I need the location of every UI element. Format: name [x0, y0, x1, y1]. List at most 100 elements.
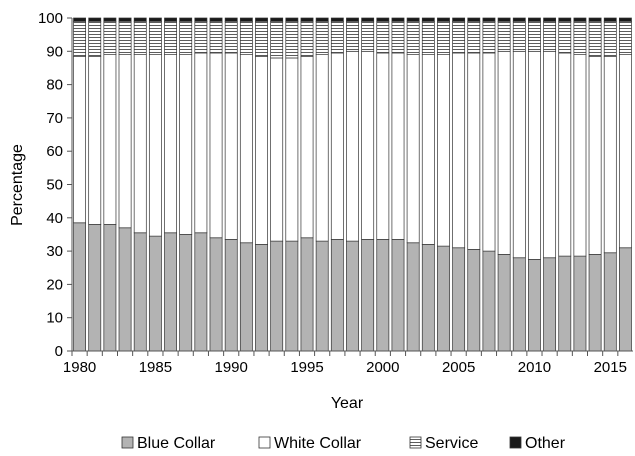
bar-service-2002 — [406, 20, 420, 55]
bar-blue-collar-1981 — [88, 224, 102, 352]
bar-service-1992 — [255, 20, 268, 57]
x-tick-label-2015: 2015 — [594, 359, 627, 376]
bar-other-2014 — [588, 17, 602, 22]
bar-service-1985 — [148, 20, 162, 55]
bar-other-1987 — [179, 17, 193, 22]
bar-blue-collar-2015 — [603, 252, 617, 352]
bar-blue-collar-2011 — [543, 257, 557, 352]
bar-other-1993 — [270, 17, 284, 22]
y-tick-label-10: 10 — [46, 310, 63, 327]
bar-white-collar-2011 — [543, 50, 557, 259]
bar-other-1984 — [133, 17, 147, 22]
bar-white-collar-2014 — [588, 55, 602, 255]
bar-other-2002 — [406, 17, 420, 22]
bar-blue-collar-2006 — [467, 249, 481, 352]
bar-other-1994 — [285, 17, 299, 22]
y-tick-label-100: 100 — [38, 10, 63, 27]
bar-white-collar-1985 — [148, 54, 162, 237]
bar-white-collar-1994 — [285, 57, 299, 242]
bar-blue-collar-1993 — [270, 240, 284, 352]
bar-white-collar-2008 — [497, 50, 511, 255]
x-tick-label-2000: 2000 — [366, 359, 399, 376]
bar-white-collar-1999 — [361, 50, 375, 240]
bar-other-2016 — [618, 17, 632, 22]
bar-other-1998 — [346, 17, 359, 22]
bar-blue-collar-2004 — [437, 245, 450, 352]
bar-other-1981 — [88, 17, 102, 22]
bar-other-1996 — [315, 17, 329, 22]
bar-blue-collar-1998 — [346, 240, 359, 352]
bar-blue-collar-2014 — [588, 254, 602, 352]
bar-white-collar-2003 — [421, 54, 435, 245]
axes-layer: 0 10 20 30 40 50 60 70 80 90 100 1980 1985 1990 1995 20… — [38, 10, 633, 376]
bar-other-2015 — [603, 17, 617, 22]
bar-blue-collar-1991 — [239, 242, 253, 352]
x-axis-title: Year — [331, 395, 364, 412]
bar-blue-collar-1982 — [103, 224, 117, 352]
bar-other-1983 — [118, 17, 132, 22]
legend-label-white-collar: White Collar — [274, 435, 362, 452]
bar-other-2006 — [467, 17, 481, 22]
bar-other-1985 — [148, 17, 162, 22]
bar-white-collar-1983 — [118, 54, 132, 229]
bar-blue-collar-2001 — [391, 239, 405, 352]
bar-white-collar-1982 — [103, 54, 117, 225]
bar-other-2001 — [391, 17, 405, 22]
bar-white-collar-1993 — [270, 57, 284, 242]
bar-other-2000 — [376, 17, 390, 22]
bar-other-2013 — [573, 17, 587, 22]
bar-white-collar-2013 — [573, 54, 587, 257]
bar-service-1991 — [239, 20, 253, 55]
bar-white-collar-2005 — [452, 52, 466, 249]
bar-white-collar-2006 — [467, 52, 481, 250]
bar-blue-collar-1990 — [224, 239, 238, 352]
bar-service-1994 — [285, 20, 299, 59]
bar-service-2014 — [588, 20, 602, 57]
bar-blue-collar-2012 — [558, 255, 572, 352]
bar-blue-collar-2009 — [512, 257, 526, 352]
x-tick-label-1995: 1995 — [290, 359, 323, 376]
bar-blue-collar-2000 — [376, 239, 390, 352]
legend: Blue Collar White Collar Service Other — [121, 435, 566, 452]
bar-other-1980 — [73, 17, 86, 22]
bar-white-collar-1990 — [224, 52, 238, 240]
bar-white-collar-1998 — [346, 50, 359, 242]
bar-white-collar-1991 — [239, 54, 253, 244]
bar-white-collar-2016 — [618, 54, 632, 249]
bar-blue-collar-2016 — [618, 247, 632, 352]
bar-blue-collar-2008 — [497, 254, 511, 352]
bar-service-1980 — [73, 20, 86, 57]
bar-blue-collar-2003 — [421, 244, 435, 352]
legend-swatch-other — [509, 436, 522, 449]
bar-white-collar-2010 — [528, 50, 541, 260]
bar-white-collar-1988 — [194, 52, 208, 234]
bar-other-1989 — [209, 17, 223, 22]
legend-label-service: Service — [425, 435, 478, 452]
bar-other-1982 — [103, 17, 117, 22]
bar-blue-collar-1983 — [118, 227, 132, 352]
x-tick-label-1990: 1990 — [215, 359, 248, 376]
bar-other-1999 — [361, 17, 375, 22]
labels-layer: Percentage Year — [9, 144, 364, 412]
bar-other-2003 — [421, 17, 435, 22]
bar-blue-collar-2005 — [452, 247, 466, 352]
bar-service-2013 — [573, 20, 587, 55]
bar-service-2000 — [376, 20, 390, 54]
bar-blue-collar-1997 — [330, 239, 344, 352]
bar-service-1997 — [330, 20, 344, 54]
bar-other-2011 — [543, 17, 557, 22]
bar-other-2008 — [497, 17, 511, 22]
legend-swatch-blue-collar — [121, 436, 134, 449]
bar-service-2007 — [482, 20, 496, 54]
bar-other-2005 — [452, 17, 466, 22]
bar-white-collar-2012 — [558, 52, 572, 257]
bar-other-2009 — [512, 17, 526, 22]
bar-white-collar-2007 — [482, 52, 496, 252]
legend-label-other: Other — [525, 435, 566, 452]
legend-swatch-service — [409, 436, 422, 449]
bar-white-collar-1997 — [330, 52, 344, 240]
y-tick-label-90: 90 — [46, 43, 63, 60]
bar-white-collar-1992 — [255, 55, 268, 245]
legend-swatch-white-collar — [258, 436, 271, 449]
